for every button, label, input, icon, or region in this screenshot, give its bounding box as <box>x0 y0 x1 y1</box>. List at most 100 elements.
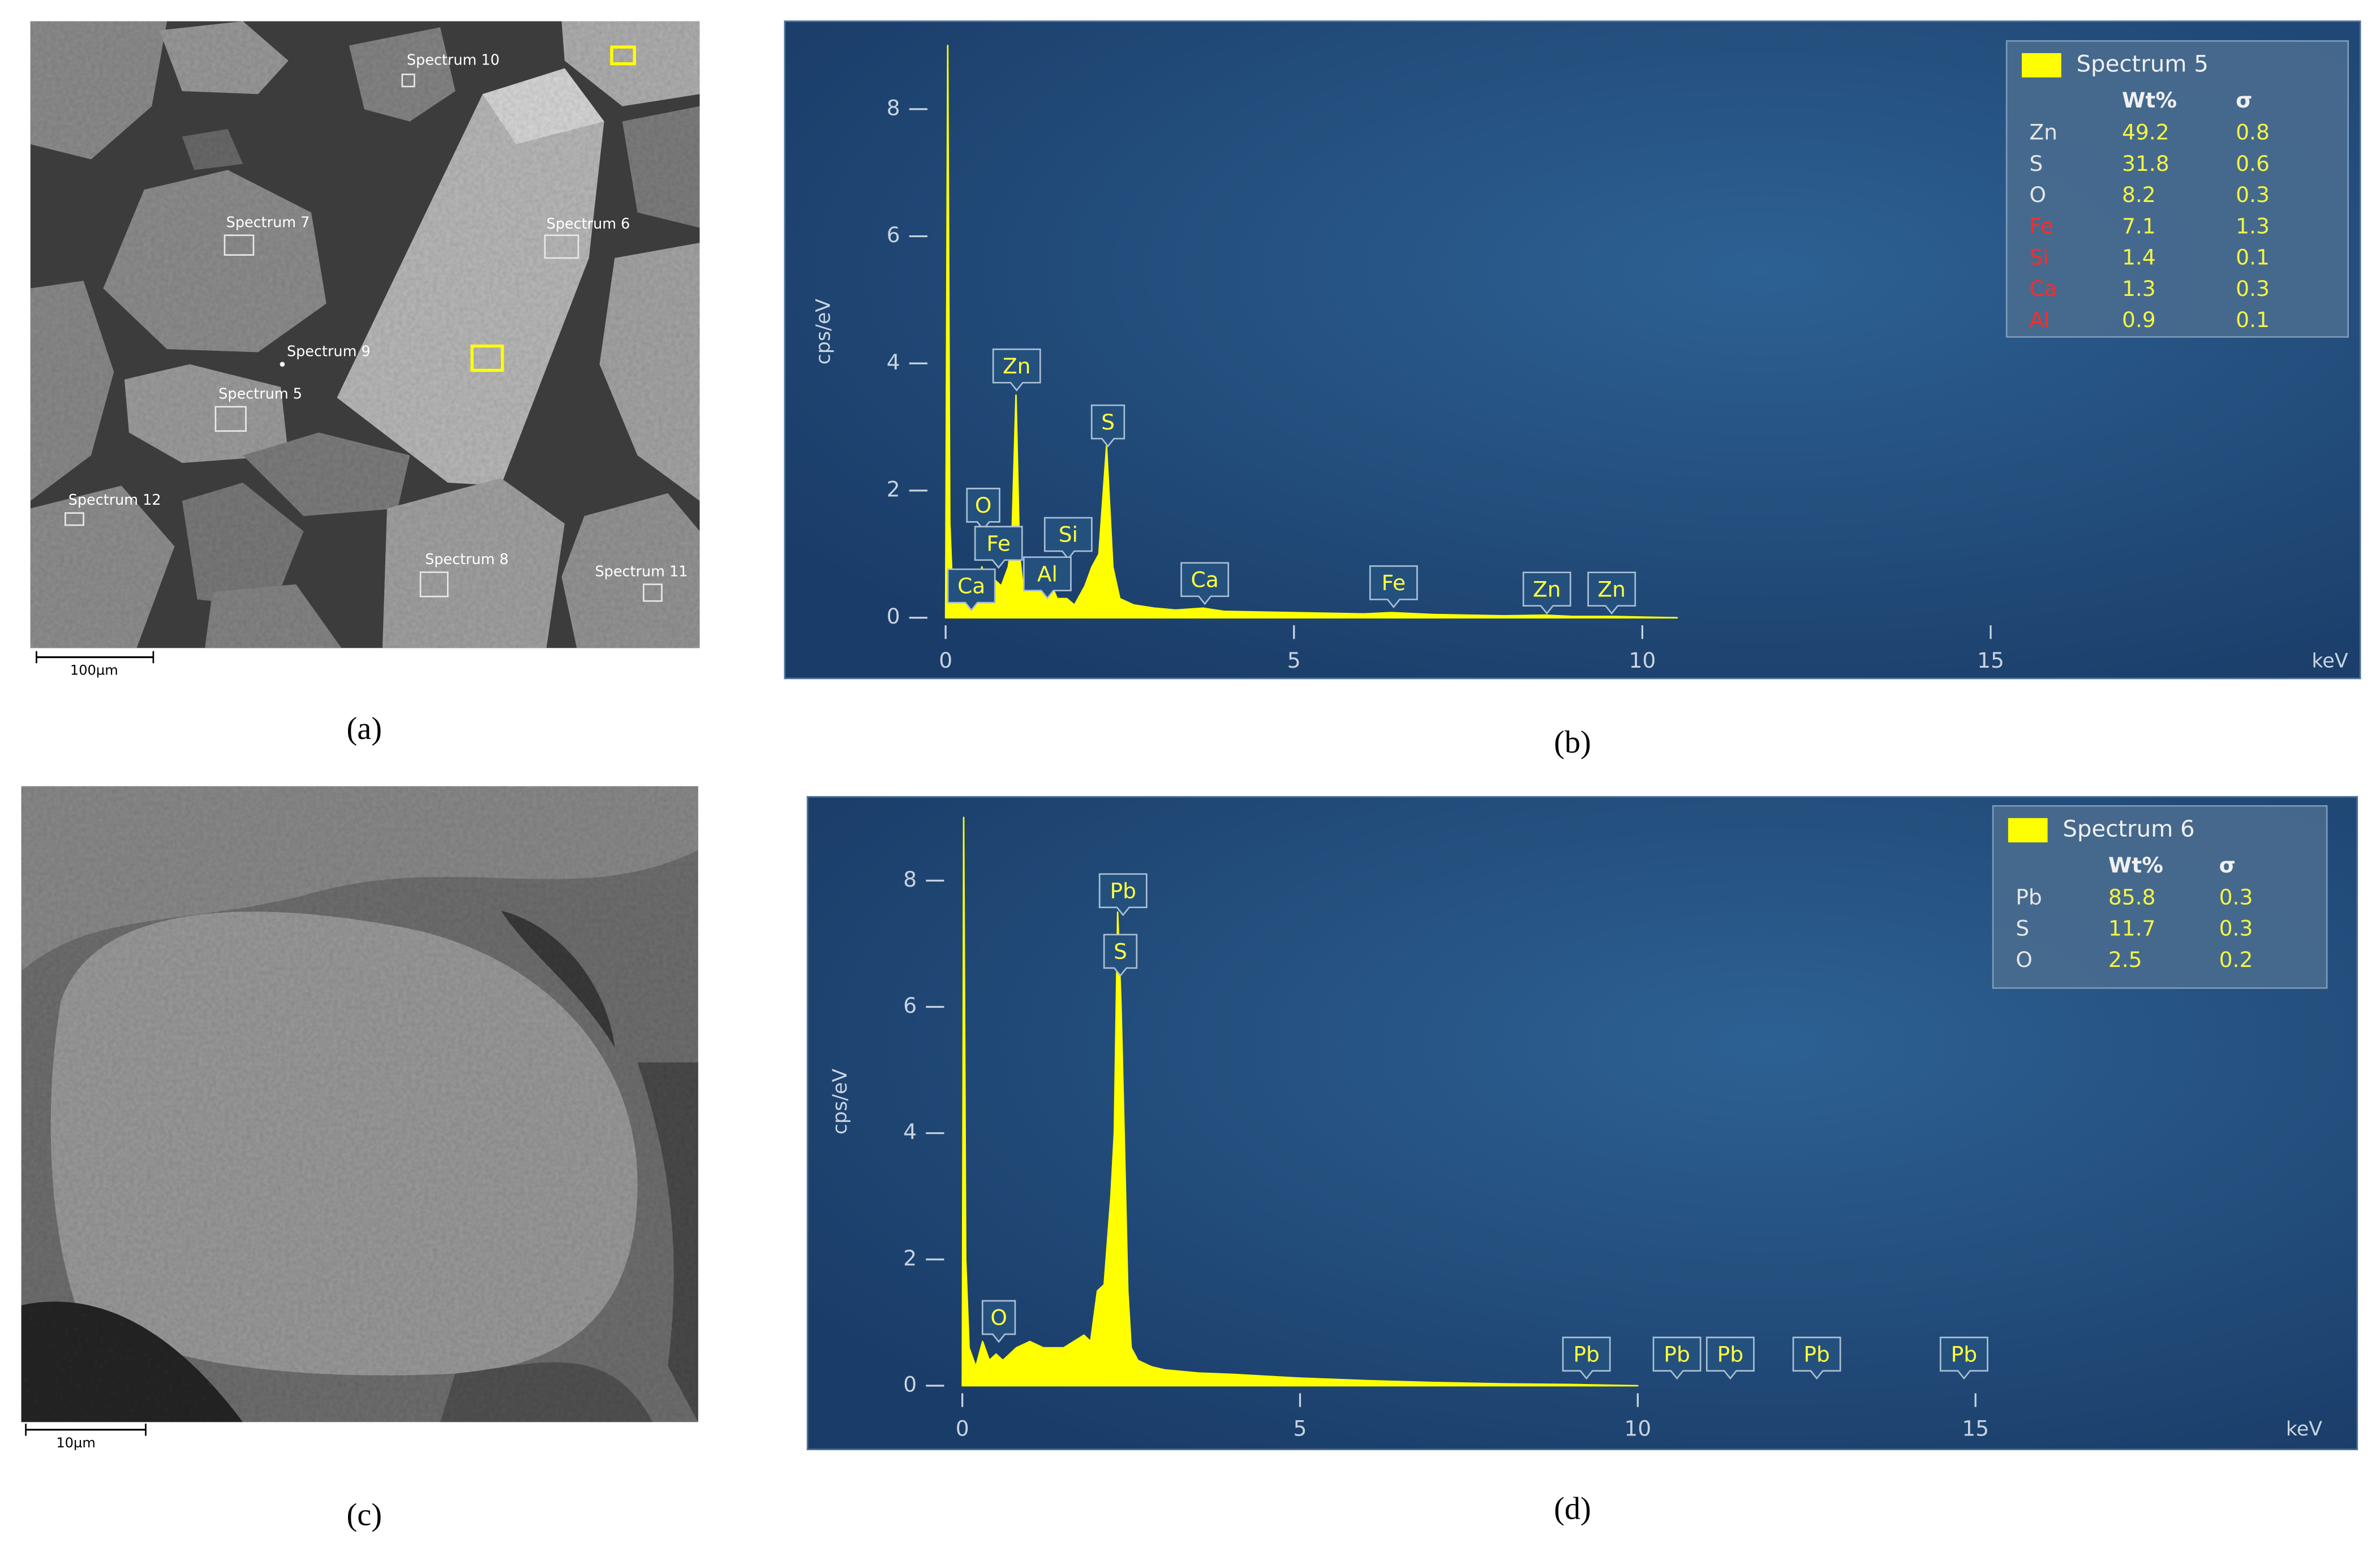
spectrum-box <box>544 234 579 259</box>
table-element: O <box>2029 182 2046 207</box>
y-tick-label: 4 <box>887 350 900 375</box>
y-tick-label: 6 <box>903 993 917 1018</box>
annotation-box <box>1587 571 1636 615</box>
panel-label: (b) <box>1554 725 1591 760</box>
annotation: Pb <box>1951 1342 1977 1366</box>
annotation: O <box>990 1305 1007 1330</box>
table-element: Fe <box>2029 213 2053 238</box>
annotation: Zn <box>1533 577 1561 601</box>
table-element: Al <box>2029 307 2050 332</box>
spectrum-label: Spectrum 12 <box>68 492 161 509</box>
annotation-box <box>974 526 1023 569</box>
table-element: S <box>2016 916 2029 941</box>
annotation: Ca <box>957 574 985 599</box>
table-value: 0.2 <box>2219 947 2253 972</box>
annotation-box <box>1090 404 1125 448</box>
spectrum-label: Spectrum 8 <box>425 551 509 568</box>
y-tick-label: 4 <box>903 1119 917 1144</box>
legend-title: Spectrum 5 <box>2077 51 2209 77</box>
table-value: 0.3 <box>2236 182 2270 207</box>
annotation: Pb <box>1717 1342 1743 1366</box>
sem-image-c <box>21 786 698 1422</box>
x-tick-label: 5 <box>1287 648 1301 673</box>
annotation-box <box>947 568 996 612</box>
annotation-box <box>966 488 1000 531</box>
x-axis-label: keV <box>2312 650 2348 673</box>
table-header: Wt% <box>2122 88 2177 113</box>
spectrum-box <box>642 583 663 602</box>
spectrum-box <box>65 512 84 526</box>
annotation: S <box>1101 410 1115 435</box>
table-header: Wt% <box>2108 853 2163 878</box>
panel-label: (a) <box>347 711 383 746</box>
annotation-box <box>981 1300 1016 1343</box>
annotation: Al <box>1037 561 1058 586</box>
x-tick-label: 0 <box>956 1416 969 1441</box>
spectrum-label: Spectrum 9 <box>287 343 371 360</box>
table-value: 0.1 <box>2236 245 2270 270</box>
table-value: 0.3 <box>2236 276 2270 301</box>
y-tick-label: 8 <box>887 95 900 120</box>
table-element: Pb <box>2016 884 2042 909</box>
annotation-box <box>1522 571 1571 615</box>
table-value: 0.1 <box>2236 307 2270 332</box>
annotation-box <box>992 348 1041 392</box>
y-tick-label: 2 <box>887 477 900 502</box>
legend-swatch <box>2008 818 2048 843</box>
annotation-box <box>1023 556 1072 600</box>
spectrum-label: Spectrum 6 <box>547 216 630 233</box>
annotation-box <box>1939 1336 1988 1380</box>
annotation-box <box>1562 1336 1611 1380</box>
sem-image-a <box>30 21 700 648</box>
annotation: Ca <box>1191 568 1219 592</box>
x-tick-label: 10 <box>1624 1416 1651 1441</box>
x-tick-label: 15 <box>1977 648 2004 673</box>
spectrum-box <box>224 234 255 256</box>
table-value: 49.2 <box>2122 120 2170 145</box>
table-header: σ <box>2236 88 2252 113</box>
legend-box <box>1992 805 2328 989</box>
table-value: 0.9 <box>2122 307 2156 332</box>
y-axis-label: cps/eV <box>829 1068 852 1134</box>
x-tick-label: 10 <box>1629 648 1656 673</box>
annotation: Zn <box>1597 577 1626 601</box>
panel-label: (d) <box>1554 1491 1591 1527</box>
spectrum-label: Spectrum 5 <box>218 385 302 402</box>
table-element: Zn <box>2029 120 2057 145</box>
legend-swatch <box>2021 53 2061 78</box>
legend-title: Spectrum 6 <box>2063 816 2194 842</box>
spectrum-label: Spectrum 10 <box>407 51 500 68</box>
table-value: 1.3 <box>2236 213 2270 238</box>
panel-label: (c) <box>347 1497 383 1532</box>
table-value: 7.1 <box>2122 213 2156 238</box>
spectrum-point <box>280 362 285 367</box>
annotation: O <box>975 493 992 518</box>
table-value: 2.5 <box>2108 947 2142 972</box>
x-tick-label: 15 <box>1962 1416 1989 1441</box>
table-element: Ca <box>2029 276 2057 301</box>
x-axis-label: keV <box>2286 1418 2322 1441</box>
annotation-box <box>1369 565 1418 609</box>
spectrum <box>961 816 1639 1387</box>
annotation: S <box>1114 939 1127 964</box>
annotation-box <box>1098 873 1148 917</box>
annotation-box <box>1705 1336 1755 1380</box>
y-tick-label: 8 <box>903 867 917 892</box>
table-value: 0.3 <box>2219 916 2253 941</box>
annotation: Fe <box>986 531 1011 556</box>
table-value: 0.3 <box>2219 884 2253 909</box>
table-value: 0.8 <box>2236 120 2270 145</box>
table-value: 8.2 <box>2122 182 2156 207</box>
annotation: Pb <box>1664 1342 1690 1366</box>
table-value: 0.6 <box>2236 151 2270 176</box>
spectrum-box <box>419 571 449 598</box>
y-tick-label: 6 <box>887 222 900 247</box>
table-element: O <box>2016 947 2033 972</box>
x-tick-label: 5 <box>1294 1416 1307 1441</box>
annotation-box <box>1043 517 1093 560</box>
table-value: 11.7 <box>2108 916 2156 941</box>
y-tick-label: 2 <box>903 1245 917 1270</box>
table-value: 31.8 <box>2122 151 2170 176</box>
annotation: Zn <box>1003 354 1031 379</box>
